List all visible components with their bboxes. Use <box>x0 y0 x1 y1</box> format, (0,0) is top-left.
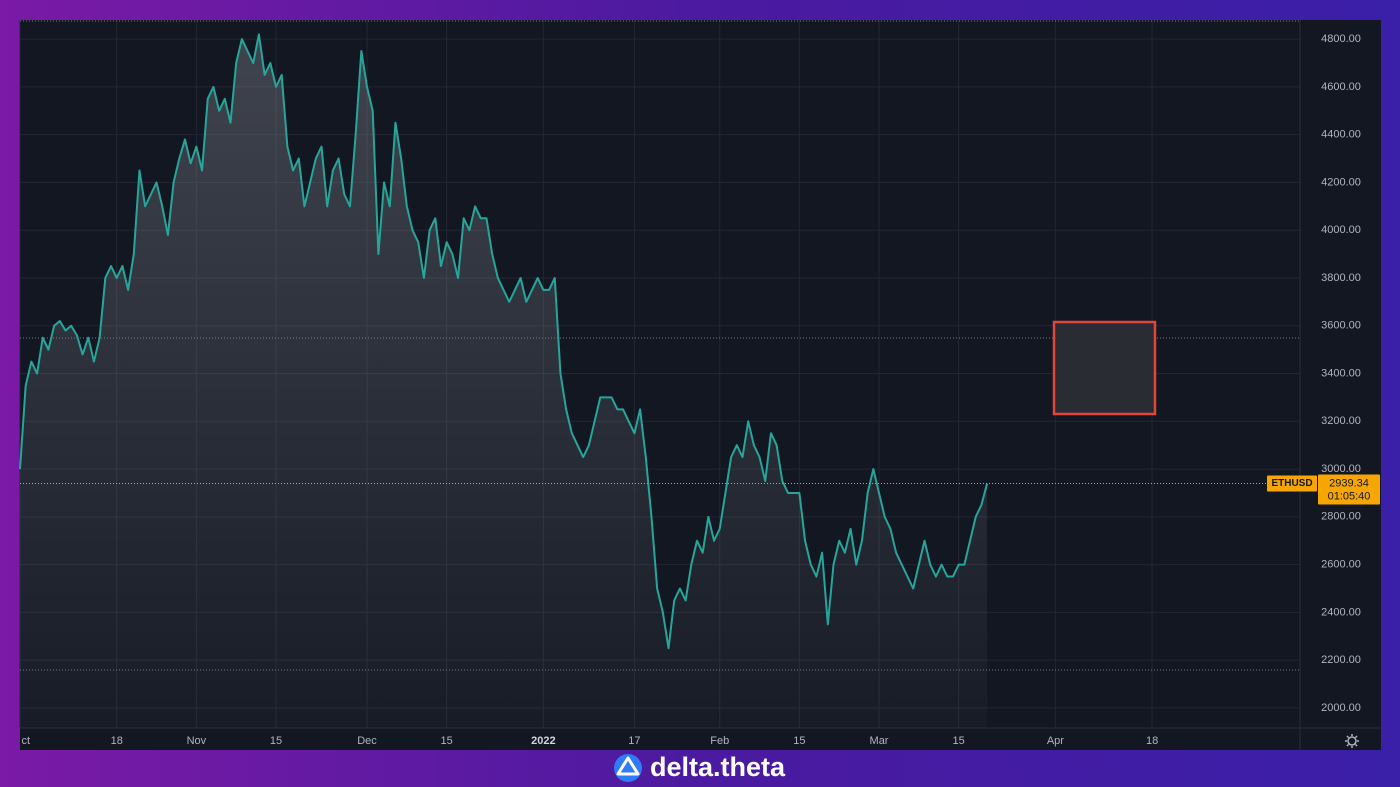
x-tick-label: Dec <box>357 735 377 747</box>
symbol-tag <box>1267 475 1317 492</box>
x-tick-label: 15 <box>270 735 282 747</box>
brand-logo-mark <box>616 756 640 776</box>
x-tick-label: Feb <box>710 735 729 747</box>
x-tick-label: 18 <box>111 735 123 747</box>
x-tick-label: 2022 <box>531 735 555 747</box>
y-tick-label: 2800.00 <box>1321 511 1361 523</box>
settings-icon[interactable] <box>1345 734 1359 748</box>
price-tag <box>1318 474 1380 505</box>
x-tick-label: 15 <box>793 735 805 747</box>
gear-ring <box>1347 736 1357 746</box>
y-tick-label: 3400.00 <box>1321 367 1361 379</box>
x-tick-label: 17 <box>628 735 640 747</box>
x-tick-label: Mar <box>870 735 889 747</box>
y-tick-label: 4600.00 <box>1321 81 1361 93</box>
y-tick-label: 4400.00 <box>1321 129 1361 141</box>
plot-area <box>19 20 1300 728</box>
y-tick-label: 3800.00 <box>1321 272 1361 284</box>
y-tick-label: 2200.00 <box>1321 654 1361 666</box>
x-tick-label: Apr <box>1047 735 1064 747</box>
y-tick-label: 3200.00 <box>1321 415 1361 427</box>
brand-name: delta.theta <box>650 752 786 782</box>
y-tick-label: 2600.00 <box>1321 559 1361 571</box>
x-tick-label: Nov <box>187 735 207 747</box>
brand: delta.theta <box>614 752 786 782</box>
x-tick-label: 15 <box>953 735 965 747</box>
y-tick-label: 4200.00 <box>1321 176 1361 188</box>
highlight-box <box>1052 320 1157 416</box>
last-price-label: 2939.34 <box>1329 477 1369 489</box>
y-tick-label: 4000.00 <box>1321 224 1361 236</box>
y-tick-label: 2000.00 <box>1321 702 1361 714</box>
y-tick-label: 2400.00 <box>1321 606 1361 618</box>
y-tick-label: 4800.00 <box>1321 33 1361 45</box>
y-tick-label: 3600.00 <box>1321 320 1361 332</box>
x-tick-label: ct <box>21 735 30 747</box>
countdown-label: 01:05:40 <box>1328 490 1371 502</box>
x-tick-label: 18 <box>1146 735 1158 747</box>
symbol-label: ETHUSD <box>1271 478 1312 489</box>
area-fill <box>20 34 988 728</box>
gear-teeth <box>1345 734 1359 748</box>
y-tick-label: 3000.00 <box>1321 463 1361 475</box>
price-line <box>19 33 989 650</box>
x-tick-label: 15 <box>441 735 453 747</box>
